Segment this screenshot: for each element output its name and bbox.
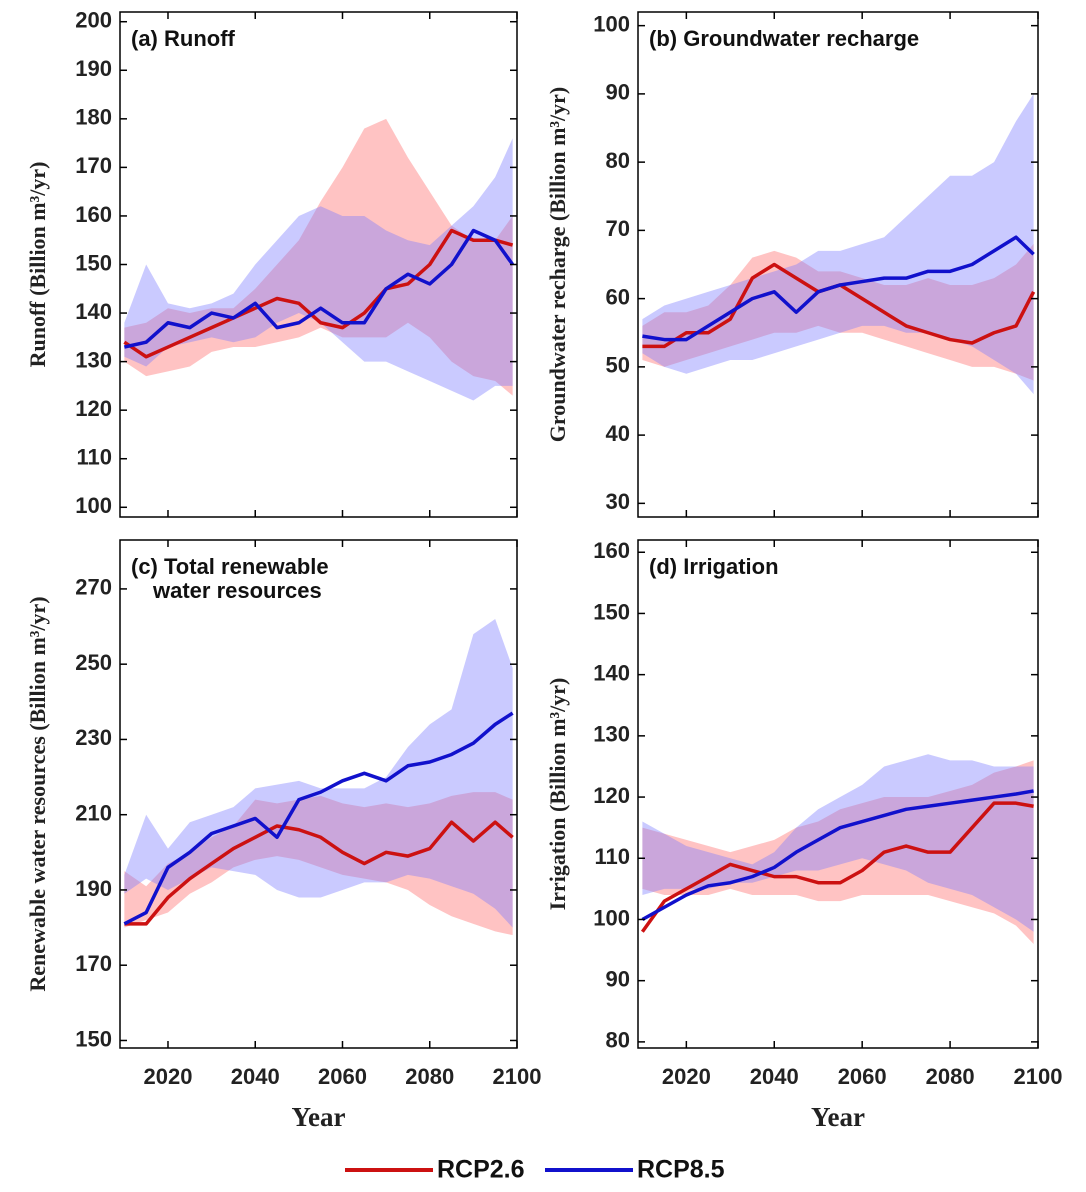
y-axis-label: Irrigation (Billion m³/yr) (545, 678, 570, 911)
y-tick-label: 160 (593, 538, 630, 563)
y-tick-label: 90 (606, 80, 630, 105)
y-tick-label: 150 (593, 599, 630, 624)
legend-label: RCP8.5 (637, 1156, 725, 1184)
y-tick-label: 110 (77, 445, 113, 470)
y-tick-label: 250 (75, 650, 112, 675)
y-tick-label: 190 (75, 56, 112, 81)
y-tick-label: 130 (593, 722, 630, 747)
axes-frame (637, 11, 1039, 518)
panel-title: (d) Irrigation (649, 554, 779, 579)
y-tick-label: 150 (75, 250, 112, 275)
y-tick-label: 170 (75, 951, 112, 976)
series-line (123, 228, 515, 349)
y-tick-label: 110 (595, 844, 631, 869)
y-tick-label: 100 (593, 905, 630, 930)
y-tick-label: 270 (75, 575, 112, 600)
band (124, 792, 513, 936)
y-axis-label: Groundwater recharge (Billion m³/yr) (545, 87, 570, 443)
band (642, 244, 1034, 381)
y-tick-label: 90 (606, 966, 630, 991)
x-tick-label: 2020 (144, 1064, 193, 1089)
x-tick-label: 2080 (405, 1064, 454, 1089)
x-tick-label: 2100 (1014, 1064, 1063, 1089)
band (124, 619, 513, 928)
y-tick-label: 140 (75, 299, 112, 324)
y-tick-label: 100 (75, 493, 112, 518)
x-tick-label: 2040 (231, 1064, 280, 1089)
y-tick-label: 140 (593, 660, 630, 685)
series-line (123, 711, 514, 926)
y-tick-label: 40 (606, 421, 630, 446)
legend-label: RCP2.6 (437, 1156, 525, 1184)
x-tick-label: 2060 (318, 1064, 367, 1089)
band (642, 754, 1034, 932)
y-tick-label: 60 (606, 284, 630, 309)
series-line (642, 235, 1035, 342)
y-tick-label: 170 (75, 153, 112, 178)
y-tick-label: 180 (75, 105, 112, 130)
x-tick-label: 2020 (662, 1064, 711, 1089)
series-line (641, 789, 1034, 921)
panel-title: (a) Runoff (131, 26, 236, 51)
band (124, 118, 513, 396)
y-tick-label: 100 (593, 11, 630, 36)
panel-title: (b) Groundwater recharge (649, 26, 919, 51)
y-tick-label: 70 (606, 216, 630, 241)
panel-title: (c) Total renewable (131, 554, 329, 579)
y-tick-label: 230 (75, 725, 112, 750)
y-tick-label: 120 (75, 396, 112, 421)
band (124, 138, 513, 401)
series-line (123, 228, 514, 359)
x-axis-label: Year (292, 1102, 346, 1132)
x-tick-label: 2080 (926, 1064, 975, 1089)
y-tick-label: 80 (606, 1028, 630, 1053)
y-tick-label: 150 (75, 1026, 112, 1051)
x-tick-label: 2040 (750, 1064, 799, 1089)
axes-frame (637, 539, 1039, 1049)
y-axis-label: Runoff (Billion m³/yr) (25, 162, 50, 368)
x-axis-label: Year (811, 1102, 865, 1132)
axes-frame (119, 539, 518, 1049)
band (642, 93, 1034, 395)
y-tick-label: 50 (606, 353, 630, 378)
y-tick-label: 30 (606, 489, 630, 514)
y-tick-label: 130 (75, 347, 112, 372)
y-tick-label: 200 (75, 8, 112, 33)
y-tick-label: 80 (606, 148, 630, 173)
y-tick-label: 160 (75, 202, 112, 227)
series-line (124, 820, 514, 926)
y-tick-label: 210 (75, 801, 112, 826)
panel-title: water resources (152, 578, 322, 603)
series-line (640, 801, 1034, 933)
y-tick-label: 120 (593, 783, 630, 808)
y-axis-label: Renewable water resources (Billion m³/yr… (25, 596, 50, 991)
y-tick-label: 190 (75, 876, 112, 901)
x-tick-label: 2100 (493, 1064, 542, 1089)
x-tick-label: 2060 (838, 1064, 887, 1089)
